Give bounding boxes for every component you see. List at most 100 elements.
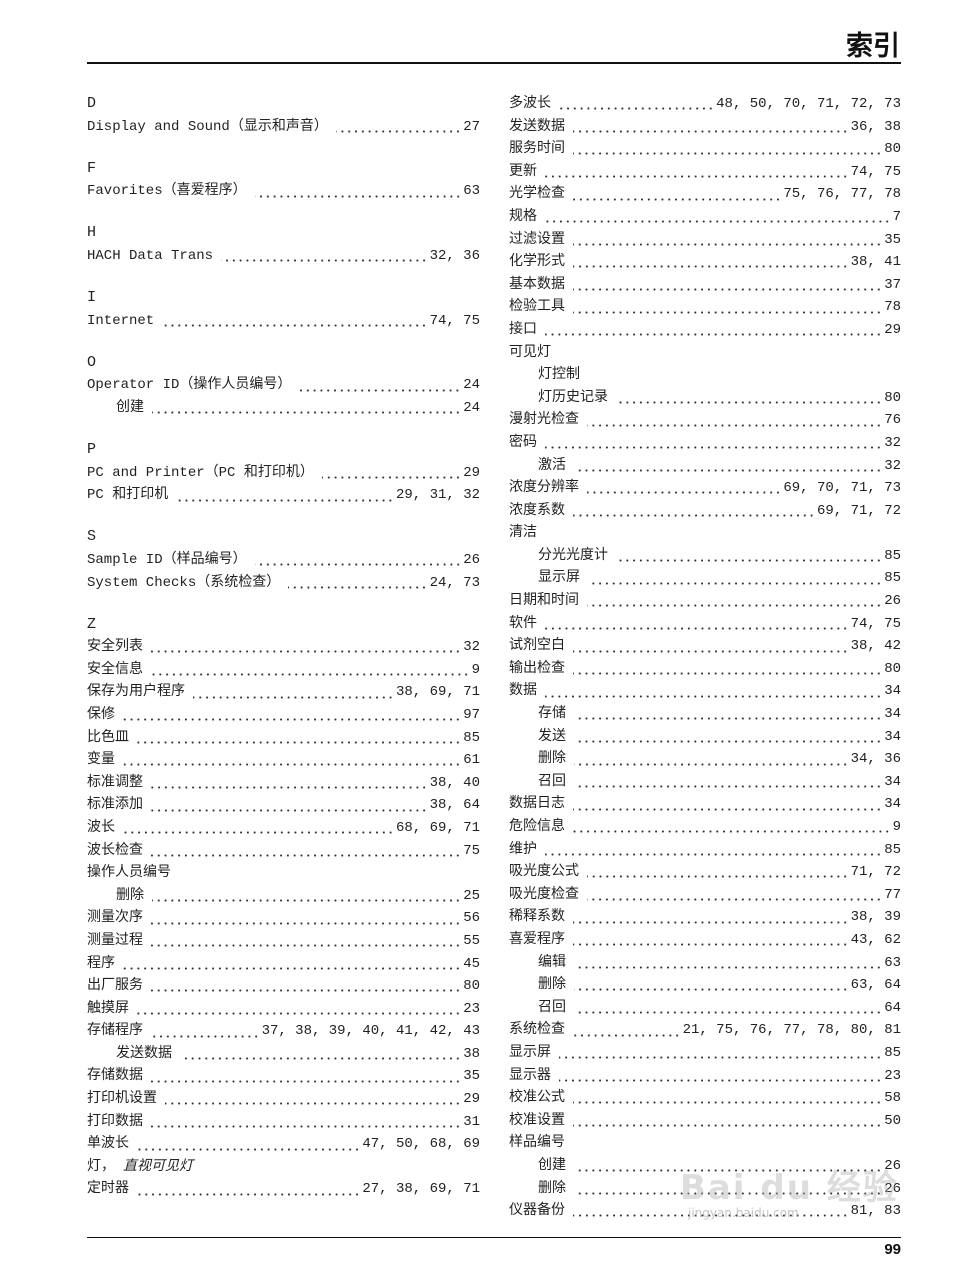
index-letter-heading: D: [87, 95, 97, 112]
dot-leader: [151, 673, 470, 677]
index-entry: 发送数据 36, 38: [509, 116, 901, 139]
dot-leader: [574, 965, 883, 969]
entry-label: 浓度分辨率: [509, 480, 579, 497]
page-references: 69, 70, 71, 73: [783, 480, 901, 497]
dot-leader: [123, 763, 462, 767]
page-references: 23: [463, 1000, 480, 1017]
entry-label: 创建: [538, 1157, 566, 1174]
index-entry: 保修 97: [87, 704, 480, 727]
index-entry: 过滤设置 35: [509, 229, 901, 252]
page-references: 38, 42: [850, 638, 901, 655]
page-references: 35: [884, 231, 901, 248]
dot-leader: [151, 1124, 462, 1128]
page-references: 37: [884, 276, 901, 293]
page-references: 32: [884, 434, 901, 451]
page-references: 80: [884, 141, 901, 158]
entry-label: 服务时间: [509, 141, 565, 158]
index-column-right: 多波长 48, 50, 70, 71, 72, 73 发送数据 36, 38 服务时间 8…: [509, 93, 901, 1223]
entry-label: 检验工具: [509, 299, 565, 316]
dot-leader: [545, 333, 883, 337]
index-subentry: 显示屏 85: [509, 567, 901, 590]
page-references: 26: [884, 1157, 901, 1174]
index-entry: 校准设置 50: [509, 1110, 901, 1133]
page-references: 85: [884, 547, 901, 564]
entry-label: 操作人员编号: [87, 865, 171, 882]
dot-leader: [573, 129, 849, 133]
index-entry: 标准调整 38, 40: [87, 772, 480, 795]
index-entry: 吸光度公式 71, 72: [509, 861, 901, 884]
page-references: 7: [892, 208, 901, 225]
dot-leader: [165, 1102, 462, 1106]
section-spacer: [87, 138, 480, 158]
entry-label: 测量过程: [87, 932, 143, 949]
index-entry: 显示屏 85: [509, 1042, 901, 1065]
index-entry: 保存为用户程序 38, 69, 71: [87, 681, 480, 704]
entry-label: 校准公式: [509, 1090, 565, 1107]
index-entry: PC and Printer（PC 和打印机） 29: [87, 462, 480, 485]
dot-leader: [574, 1191, 883, 1195]
entry-label: 显示屏: [538, 570, 580, 587]
page-number: 99: [884, 1241, 901, 1258]
entry-label: 打印数据: [87, 1113, 143, 1130]
dot-leader: [574, 762, 849, 766]
page-references: 26: [463, 551, 480, 568]
index-entry: 维护 85: [509, 839, 901, 862]
page-references: 58: [884, 1090, 901, 1107]
page-references: 24: [463, 399, 480, 416]
index-entry: 检验工具 78: [509, 296, 901, 319]
dot-leader: [573, 807, 883, 811]
index-subentry: 创建 24: [87, 397, 480, 420]
dot-leader: [573, 1101, 883, 1105]
index-entry: Display and Sound（显示和声音） 27: [87, 116, 480, 139]
dot-leader: [288, 585, 428, 589]
index-entry: 接口 29: [509, 319, 901, 342]
index-entry: 化学形式 38, 41: [509, 251, 901, 274]
index-entry: System Checks（系统检查） 24, 73: [87, 572, 480, 595]
entry-label: 程序: [87, 955, 115, 972]
index-entry: 出厂服务 80: [87, 975, 480, 998]
index-entry: 服务时间 80: [509, 138, 901, 161]
index-subentry: 灯历史记录 80: [509, 387, 901, 410]
index-entry: 校准公式 58: [509, 1087, 901, 1110]
index-entry: 多波长 48, 50, 70, 71, 72, 73: [509, 93, 901, 116]
page-references: 37, 38, 39, 40, 41, 42, 43: [261, 1023, 480, 1040]
entry-label: 吸光度公式: [509, 864, 579, 881]
index-entry: 数据 34: [509, 680, 901, 703]
dot-leader: [151, 989, 462, 993]
page-references: 32: [884, 457, 901, 474]
dot-leader: [573, 242, 883, 246]
dot-leader: [587, 423, 883, 427]
entry-label: 可见灯: [509, 344, 551, 361]
entry-label: Operator ID（操作人员编号）: [87, 377, 292, 394]
entry-label: PC and Printer（PC 和打印机）: [87, 464, 314, 481]
page-references: 75, 76, 77, 78: [783, 186, 901, 203]
index-entry: 比色皿 85: [87, 727, 480, 750]
page-references: 63, 64: [850, 977, 901, 994]
page-references: 69, 71, 72: [816, 502, 901, 519]
entry-label: 发送数据: [116, 1045, 172, 1062]
page-references: 26: [884, 1180, 901, 1197]
index-letter-heading: P: [87, 441, 97, 459]
entry-label: 波长: [87, 819, 115, 836]
entry-label: 显示屏: [509, 1044, 551, 1061]
entry-label: 多波长: [509, 96, 551, 112]
entry-label: Sample ID（样品编号）: [87, 551, 247, 568]
dot-leader: [587, 875, 849, 879]
footer-divider: [87, 1237, 901, 1238]
entry-label: 保修: [87, 706, 115, 723]
index-entry: 存储数据 35: [87, 1065, 480, 1088]
page-references: 80: [884, 389, 901, 406]
index-letter-heading: Z: [87, 615, 97, 633]
index-entry: 单波长 47, 50, 68, 69: [87, 1133, 480, 1156]
index-column-left: D Display and Sound（显示和声音） 27 F Favorites（喜爱…: [87, 93, 480, 1201]
entry-label: 仪器备份: [509, 1203, 565, 1220]
page-references: 29: [463, 464, 480, 481]
index-letter-heading: F: [87, 159, 97, 177]
page-references: 34, 36: [850, 751, 901, 768]
index-entry: 危险信息 9: [509, 816, 901, 839]
page-references: 32, 36: [429, 247, 480, 264]
dot-leader: [573, 513, 815, 517]
page-references: 85: [463, 729, 480, 746]
dot-leader: [137, 1192, 361, 1196]
dot-leader: [151, 1034, 260, 1038]
